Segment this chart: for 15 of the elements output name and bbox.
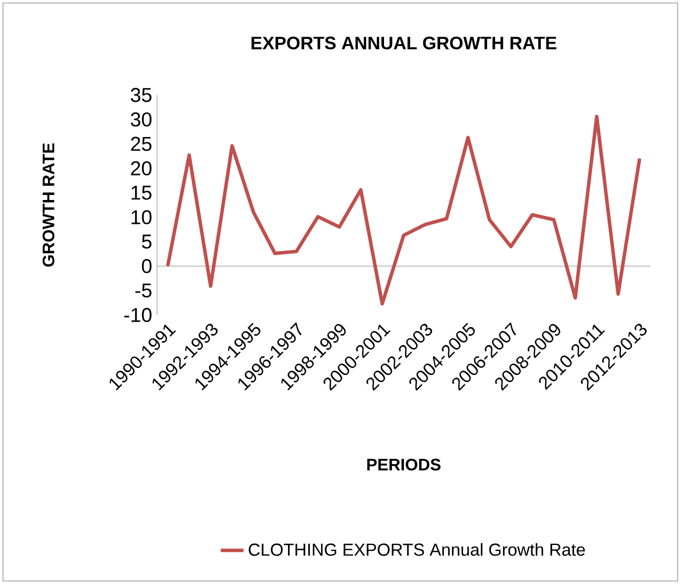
x-axis-title: PERIODS xyxy=(367,458,441,470)
y-axis-title: GROWTH RATE xyxy=(42,143,54,267)
y-tick-label: 5 xyxy=(142,234,152,249)
y-tick-label: 25 xyxy=(131,136,152,151)
y-tick-label: 0 xyxy=(142,259,152,274)
y-tick-label: 35 xyxy=(130,88,152,102)
y-tick-label: -10 xyxy=(124,308,152,322)
chart-title: EXPORTS ANNUAL GROWTH RATE xyxy=(252,36,556,50)
line-series xyxy=(166,114,642,306)
legend-label: CLOTHING EXPORTS Annual Growth Rate xyxy=(248,543,585,556)
y-tick-label: 30 xyxy=(130,112,152,127)
y-tick-label: 15 xyxy=(132,186,152,200)
y-tick-label: 20 xyxy=(131,161,152,176)
y-tick-label: -5 xyxy=(135,284,152,298)
y-tick-label: 10 xyxy=(132,210,152,224)
